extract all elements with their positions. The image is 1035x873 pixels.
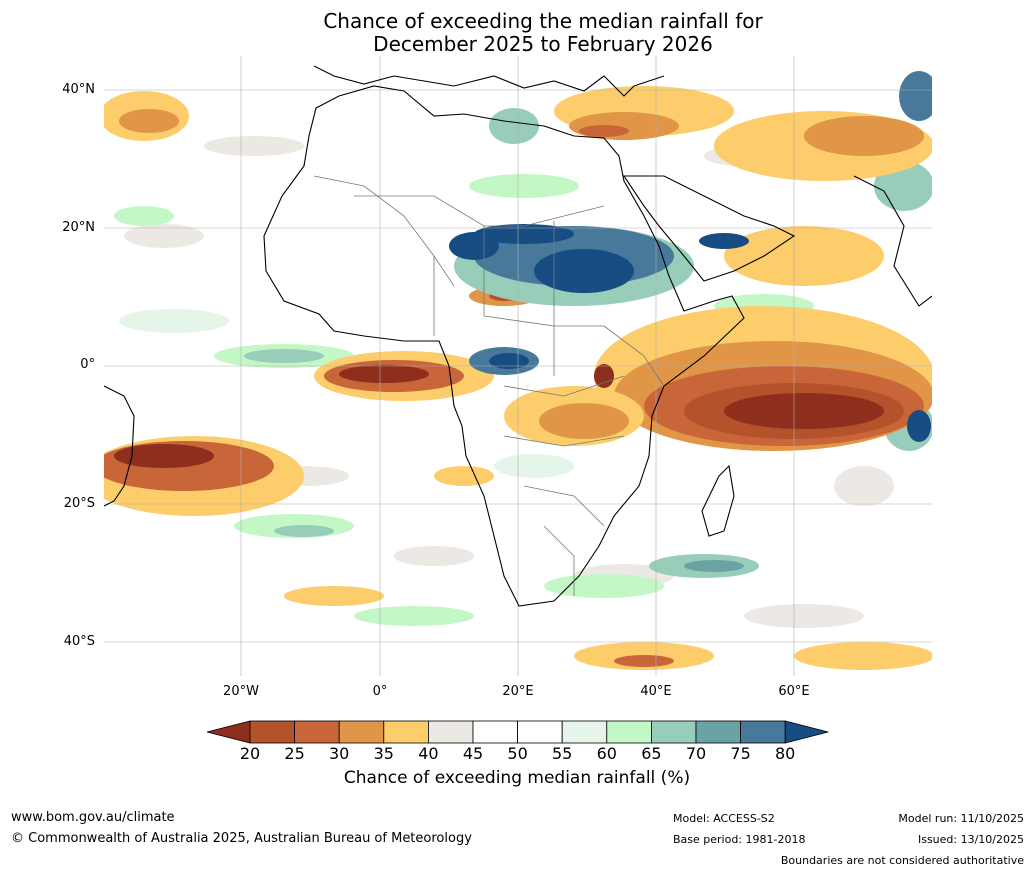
chart-title: Chance of exceeding the median rainfall … xyxy=(0,10,1035,56)
footer-issued: Issued: 13/10/2025 xyxy=(917,833,1024,846)
colorbar-tick-label: 40 xyxy=(418,744,439,763)
lon-label-0: 0° xyxy=(372,684,388,699)
colorbar-tick-label: 35 xyxy=(373,744,394,763)
rainfall-map xyxy=(104,56,932,676)
colorbar-tick-label: 55 xyxy=(552,744,573,763)
madagascar-coastline xyxy=(701,464,735,537)
coastlines xyxy=(104,65,932,607)
lat-label-0: 0° xyxy=(80,357,95,372)
colorbar-tick-label: 50 xyxy=(507,744,528,763)
country-borders xyxy=(313,175,665,596)
graticule xyxy=(104,56,932,676)
colorbar-segment xyxy=(517,720,563,744)
india-coastline xyxy=(853,175,932,307)
colorbar-tick-label: 30 xyxy=(329,744,350,763)
europe-coastline xyxy=(313,65,665,97)
colorbar xyxy=(206,720,829,744)
colorbar-segment xyxy=(294,720,340,744)
colorbar-segment xyxy=(383,720,429,744)
colorbar-segment xyxy=(561,720,608,744)
arabia-coastline xyxy=(622,175,796,282)
south-america-coastline xyxy=(104,385,135,507)
footer-disclaimer: Boundaries are not considered authoritat… xyxy=(780,854,1024,867)
colorbar-tick-label: 80 xyxy=(775,744,796,763)
lat-label-20s: 20°S xyxy=(63,496,95,511)
colorbar-tick-label: 45 xyxy=(462,744,484,763)
colorbar-segment xyxy=(650,720,697,744)
colorbar-segment xyxy=(249,720,295,744)
colorbar-segment xyxy=(427,720,474,744)
colorbar-segment xyxy=(695,720,741,744)
colorbar-tick-label: 70 xyxy=(685,744,707,763)
colorbar-segment xyxy=(606,720,652,744)
lat-label-20n: 20°N xyxy=(62,220,95,235)
colorbar-segment xyxy=(338,720,385,744)
footer-website[interactable]: www.bom.gov.au/climate xyxy=(11,810,175,825)
lon-label-20e: 20°E xyxy=(502,684,534,699)
footer-model: Model: ACCESS-S2 xyxy=(673,812,775,825)
lon-label-20w: 20°W xyxy=(223,684,259,699)
colorbar-arrow-low xyxy=(206,720,251,744)
africa-coastline xyxy=(263,85,745,607)
colorbar-tick-label: 60 xyxy=(596,744,617,763)
lat-label-40s: 40°S xyxy=(63,634,95,649)
colorbar-label: Chance of exceeding median rainfall (%) xyxy=(343,768,691,788)
colorbar-tick-label: 20 xyxy=(239,744,261,763)
colorbar-tick-label: 25 xyxy=(284,744,305,763)
footer-base-period: Base period: 1981-2018 xyxy=(673,833,806,846)
lon-label-60e: 60°E xyxy=(778,684,810,699)
title-line-1: Chance of exceeding the median rainfall … xyxy=(323,9,763,33)
colorbar-tick-label: 75 xyxy=(730,744,751,763)
wettest-regions xyxy=(449,71,932,442)
colorbar-segment xyxy=(472,720,518,744)
title-line-2: December 2025 to February 2026 xyxy=(373,32,713,56)
lon-label-40e: 40°E xyxy=(640,684,672,699)
footer-copyright: © Commonwealth of Australia 2025, Austra… xyxy=(11,831,472,846)
colorbar-arrow-high xyxy=(784,720,829,744)
drier-regions xyxy=(104,86,932,670)
colorbar-tick-label: 65 xyxy=(641,744,662,763)
colorbar-segment xyxy=(740,720,786,744)
lat-label-40n: 40°N xyxy=(62,82,95,97)
footer-model-run: Model run: 11/10/2025 xyxy=(898,812,1024,825)
